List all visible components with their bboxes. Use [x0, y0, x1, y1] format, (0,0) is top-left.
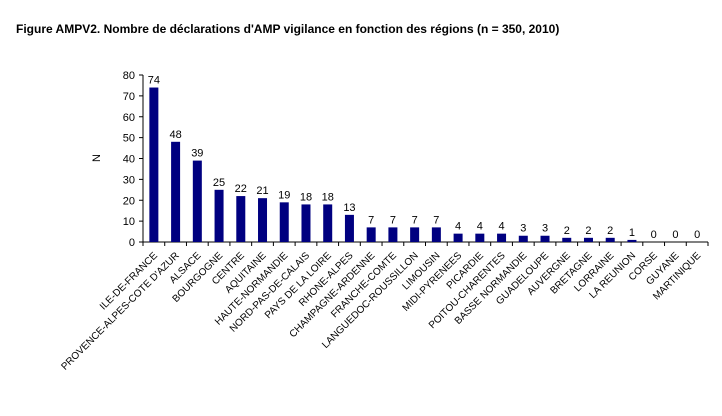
chart-title: Figure AMPV2. Nombre de déclarations d'A…	[16, 22, 560, 36]
data-label: 7	[433, 214, 439, 226]
bar	[497, 233, 507, 242]
data-label: 3	[542, 223, 548, 235]
data-label: 2	[585, 225, 591, 237]
bar	[388, 227, 398, 242]
data-label: 13	[343, 202, 355, 214]
bar	[583, 237, 593, 242]
bar	[236, 196, 246, 242]
data-label: 7	[412, 214, 418, 226]
data-label: 48	[169, 129, 181, 141]
y-tick-label: 0	[129, 237, 135, 249]
bar	[540, 235, 550, 242]
data-label: 1	[629, 227, 635, 239]
y-axis: 0 10 20 30 40 50 60 70 80	[123, 70, 144, 249]
data-label: 0	[651, 229, 657, 241]
y-axis-label: N	[91, 154, 103, 162]
data-label: 74	[148, 75, 160, 87]
data-label: 2	[607, 225, 613, 237]
data-label: 25	[213, 177, 225, 189]
bar	[431, 227, 441, 242]
bar	[518, 235, 528, 242]
data-label: 0	[672, 229, 678, 241]
bar	[323, 204, 333, 242]
x-axis	[142, 241, 709, 246]
bar-series	[149, 87, 637, 243]
bar	[149, 87, 159, 243]
data-label: 2	[564, 225, 570, 237]
data-label: 4	[477, 221, 483, 233]
bar	[605, 237, 615, 242]
data-label: 19	[278, 189, 290, 201]
bar	[279, 202, 289, 242]
data-label: 18	[322, 191, 334, 203]
bar	[301, 204, 311, 242]
y-tick-label: 80	[123, 70, 135, 82]
bar	[475, 233, 485, 242]
bar	[344, 214, 354, 242]
bar	[453, 233, 463, 242]
data-label: 39	[191, 148, 203, 160]
category-label: PROVENCE-ALPES-COTE D'AZUR	[59, 250, 181, 372]
bar	[171, 141, 181, 242]
data-label: 18	[300, 191, 312, 203]
data-label: 21	[256, 185, 268, 197]
bar	[214, 189, 224, 242]
data-label: 7	[368, 214, 374, 226]
data-label: 4	[498, 221, 504, 233]
bar	[410, 227, 420, 242]
y-tick-label: 60	[123, 112, 135, 124]
data-label: 22	[235, 183, 247, 195]
bar	[562, 237, 572, 242]
data-label: 4	[455, 221, 461, 233]
bar	[366, 227, 376, 242]
y-tick-label: 70	[123, 91, 135, 103]
y-tick-label: 50	[123, 133, 135, 145]
bar	[192, 160, 202, 242]
data-label: 7	[390, 214, 396, 226]
bar	[627, 239, 637, 242]
y-tick-label: 10	[123, 216, 135, 228]
y-tick-label: 30	[123, 174, 135, 186]
data-label: 3	[520, 223, 526, 235]
y-tick-label: 20	[123, 195, 135, 207]
data-label: 0	[694, 229, 700, 241]
bar	[258, 198, 268, 242]
y-tick-label: 40	[123, 154, 135, 166]
